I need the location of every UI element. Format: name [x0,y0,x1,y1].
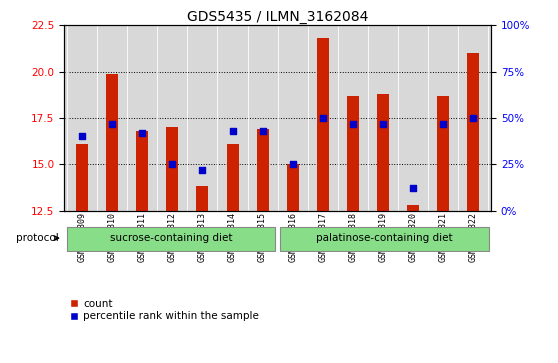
Point [138,130,147,136]
Point [108,121,117,126]
Point [288,161,297,167]
Bar [106,74,118,211]
Point [348,121,357,126]
Title: GDS5435 / ILMN_3162084: GDS5435 / ILMN_3162084 [187,11,368,24]
Bar [377,94,389,211]
Bar [196,187,209,211]
Legend: count, percentile rank within the sample: count, percentile rank within the sample [69,299,259,321]
Bar [407,205,419,211]
Point [378,121,387,126]
Bar [76,144,88,211]
FancyBboxPatch shape [66,227,275,250]
Point [198,167,207,173]
Text: protocol: protocol [16,233,59,243]
Bar [257,129,268,211]
Point [439,121,448,126]
Text: palatinose-containing diet: palatinose-containing diet [316,233,453,243]
Text: sucrose-containing diet: sucrose-containing diet [109,233,232,243]
Bar [287,164,299,211]
Bar [317,38,329,211]
FancyBboxPatch shape [280,227,489,250]
Bar [467,53,479,211]
Bar [136,131,148,211]
Bar [437,96,449,211]
Point [228,128,237,134]
Point [408,185,417,191]
Point [78,134,86,139]
Bar [166,127,179,211]
Point [258,128,267,134]
Bar [347,96,359,211]
Point [168,161,177,167]
Point [469,115,478,121]
Bar [227,144,238,211]
Point [318,115,327,121]
